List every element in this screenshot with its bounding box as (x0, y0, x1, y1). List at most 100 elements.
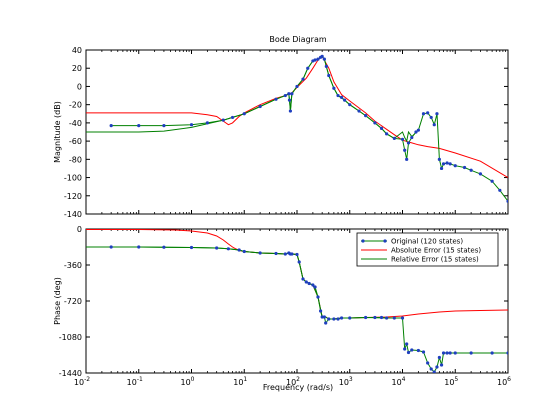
phase-original-point (379, 315, 384, 320)
phase-original-point (364, 315, 368, 320)
phase-y-axis-label: Phase (deg) (53, 277, 62, 325)
legend-label-absolute-error: Absolute Error (15 states) (391, 247, 481, 255)
magnitude-ytick-label: 0 (77, 82, 82, 91)
phase-original-point (215, 246, 219, 250)
xtick-label: 102 (286, 376, 300, 387)
magnitude-original-point (316, 57, 320, 61)
magnitude-original-point (462, 165, 467, 170)
phase-original-point (274, 251, 278, 256)
xtick-label-base: 10 (127, 378, 137, 387)
magnitude-original-point (242, 112, 246, 116)
magnitude-original-point (385, 132, 389, 136)
phase-original-point (324, 321, 328, 325)
magnitude-original-point (274, 97, 278, 101)
magnitude-original-point (343, 98, 347, 102)
magnitude-original-point (109, 124, 113, 128)
phase-original-point (283, 252, 287, 256)
magnitude-original-point (441, 162, 446, 166)
phase-original-point (448, 351, 452, 355)
phase-original-point (304, 280, 308, 284)
magnitude-original-point (453, 164, 457, 168)
phase-original-point (410, 348, 414, 352)
phase-original-point (373, 315, 377, 320)
magnitude-original-point (490, 179, 494, 183)
phase-original-point (301, 277, 305, 281)
phase-original-point (336, 317, 340, 321)
legend-label-relative-error: Relative Error (15 states) (391, 256, 479, 264)
phase-ytick-label: -1080 (59, 333, 82, 342)
magnitude-panel: 40 20 0 -20 -40 -60 -80 -100 -120 -140 Magnitude (… (53, 46, 509, 219)
xtick-label-base: 10 (391, 378, 401, 387)
phase-original-point (385, 316, 389, 320)
magnitude-original-point (445, 161, 449, 165)
magnitude-ytick-label: -100 (64, 174, 82, 183)
xtick-label-exponent: 4 (402, 376, 406, 383)
magnitude-original-point (379, 126, 384, 130)
phase-original-point (435, 365, 439, 369)
magnitude-original-point (348, 103, 352, 107)
magnitude-original-point (364, 114, 368, 118)
magnitude-original-point (426, 111, 430, 115)
magnitude-original-point (437, 157, 441, 161)
phase-ytick-label: 0 (77, 225, 82, 234)
magnitude-ytick-label: -60 (69, 137, 82, 146)
magnitude-original-point (406, 141, 411, 145)
magnitude-original-point (288, 109, 293, 113)
xtick-label-base: 10 (339, 378, 349, 387)
phase-original-point (313, 285, 317, 289)
phase-original-point (348, 316, 352, 320)
xtick-label: 100 (180, 376, 194, 387)
magnitude-original-point (295, 84, 299, 89)
magnitude-original-point (313, 58, 317, 62)
xtick-label-base: 10 (497, 378, 507, 387)
phase-original-point (318, 309, 323, 313)
phase-original-point (311, 283, 315, 287)
magnitude-ytick-label: 20 (72, 64, 82, 73)
phase-original-point (327, 317, 331, 321)
phase-original-point (332, 317, 336, 321)
magnitude-original-point (392, 136, 396, 140)
magnitude-original-point (301, 77, 305, 81)
xtick-label-exponent: 3 (349, 376, 353, 383)
xtick-label: 105 (444, 376, 458, 387)
xtick-label: 10-2 (74, 376, 90, 387)
magnitude-original-point (357, 109, 361, 113)
magnitude-original-point (373, 121, 377, 125)
magnitude-original-point (324, 64, 328, 68)
magnitude-original-point (432, 123, 436, 127)
magnitude-ytick-label: 40 (72, 46, 82, 55)
legend-marker-original (383, 239, 387, 243)
chart-title: Bode Diagram (269, 35, 326, 44)
magnitude-original-point (435, 112, 439, 116)
magnitude-original-point (287, 92, 291, 96)
xtick-label-base: 10 (286, 378, 296, 387)
xtick-label-exponent: 5 (454, 376, 458, 383)
magnitude-ytick-label: -120 (64, 192, 82, 201)
magnitude-ytick-label: -80 (69, 155, 82, 164)
magnitude-original-point (336, 93, 340, 98)
xtick-label-exponent: 2 (296, 376, 300, 383)
phase-original-point (392, 316, 396, 320)
phase-original-point (437, 355, 441, 360)
magnitude-original-point (400, 137, 405, 141)
phase-ytick-label: -1440 (59, 369, 82, 378)
magnitude-original-point (414, 130, 418, 134)
magnitude-original-point (448, 162, 452, 166)
magnitude-ytick-label: -40 (69, 119, 82, 128)
xtick-label-base: 10 (233, 378, 243, 387)
phase-original-point (453, 351, 457, 355)
xtick-label: 104 (391, 376, 405, 387)
legend-label-original: Original (120 states) (391, 238, 463, 246)
phase-original-point (189, 245, 194, 250)
phase-original-point (242, 249, 246, 254)
magnitude-ytick-label: -140 (64, 210, 82, 219)
magnitude-original-point (322, 57, 326, 61)
magnitude-original-point (327, 73, 331, 78)
magnitude-original-point (403, 148, 407, 152)
xtick-label: 10-1 (127, 376, 143, 387)
magnitude-original-point (416, 128, 420, 132)
phase-ytick-label: -360 (64, 261, 82, 270)
legend-marker-original (361, 239, 365, 243)
magnitude-original-point (469, 168, 473, 172)
